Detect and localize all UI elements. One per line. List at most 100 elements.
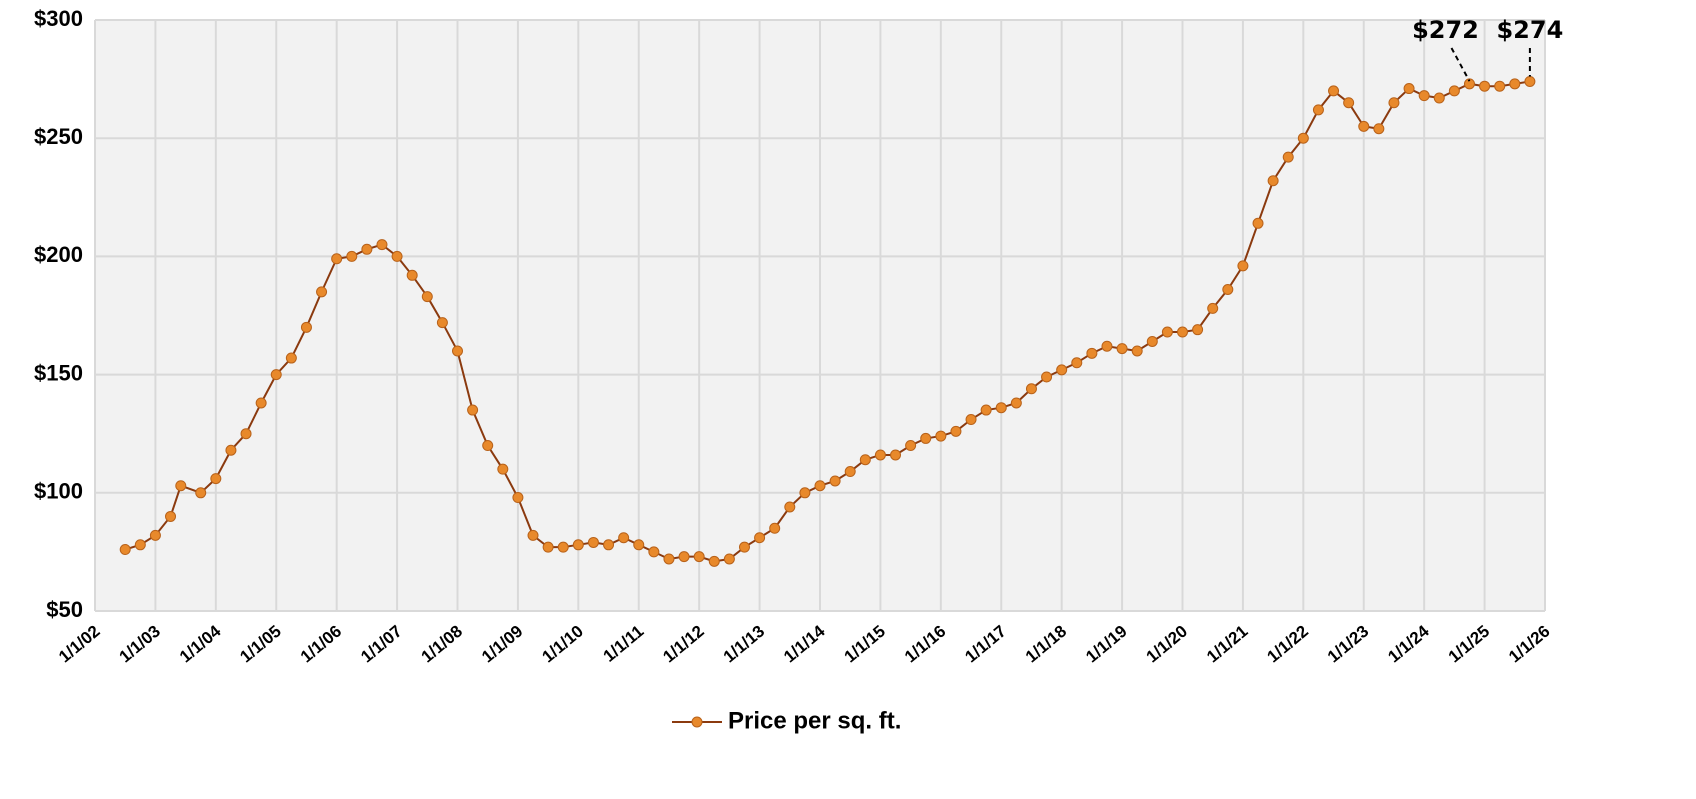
data-point [210, 473, 222, 485]
data-point [874, 449, 886, 461]
data-point [784, 501, 796, 513]
annotation: $274 [1496, 16, 1563, 44]
legend-marker [691, 716, 703, 728]
data-point [542, 541, 554, 553]
data-point [618, 532, 630, 544]
x-tick-label: 1/1/16 [901, 622, 949, 667]
x-tick-label: 1/1/13 [720, 622, 768, 667]
x-tick-label: 1/1/06 [297, 622, 345, 667]
data-point [240, 428, 252, 440]
data-point [1131, 345, 1143, 357]
data-point [1388, 97, 1400, 109]
x-tick-label: 1/1/02 [55, 622, 103, 667]
data-point [920, 432, 932, 444]
annotation: $272 [1412, 16, 1479, 44]
data-point [829, 475, 841, 487]
data-point [175, 480, 187, 492]
data-point [678, 551, 690, 563]
data-point [165, 510, 177, 522]
x-tick-label: 1/1/18 [1022, 622, 1070, 667]
x-tick-label: 1/1/08 [418, 622, 466, 667]
data-point [361, 243, 373, 255]
data-point [391, 250, 403, 262]
data-point [754, 532, 766, 544]
data-point [1463, 78, 1475, 90]
data-point [603, 539, 615, 551]
data-point [769, 522, 781, 534]
data-point [1041, 371, 1053, 383]
x-tick-label: 1/1/23 [1324, 622, 1372, 667]
data-point [738, 541, 750, 553]
x-tick-label: 1/1/11 [600, 622, 648, 666]
data-point [1297, 132, 1309, 144]
data-point [1010, 397, 1022, 409]
data-point [1177, 326, 1188, 338]
data-point [1237, 260, 1249, 272]
data-point [1358, 120, 1370, 132]
data-point [1101, 340, 1113, 352]
data-point [723, 553, 735, 565]
data-point [1222, 283, 1234, 295]
data-point [1433, 92, 1445, 104]
y-tick-label: $150 [34, 360, 83, 385]
x-tick-label: 1/1/25 [1445, 622, 1493, 667]
data-point [195, 487, 207, 499]
data-point [376, 239, 388, 251]
data-point [557, 541, 569, 553]
data-point [1524, 75, 1536, 87]
data-point [1267, 175, 1279, 187]
x-tick-label: 1/1/04 [176, 621, 225, 666]
data-point [270, 369, 282, 381]
data-point [1343, 97, 1355, 109]
data-point [814, 480, 826, 492]
x-tick-label: 1/1/26 [1505, 622, 1553, 667]
data-point [316, 286, 328, 298]
legend-label: Price per sq. ft. [728, 707, 901, 734]
x-tick-label: 1/1/15 [841, 622, 889, 667]
y-tick-label: $100 [34, 479, 83, 504]
x-tick-label: 1/1/03 [116, 622, 164, 667]
data-point [436, 317, 448, 329]
x-tick-label: 1/1/17 [961, 622, 1009, 667]
data-point [119, 544, 131, 556]
data-point [1071, 357, 1083, 369]
data-point [980, 404, 992, 416]
y-tick-label: $50 [46, 597, 83, 622]
data-point [1116, 343, 1128, 355]
data-point [663, 553, 675, 565]
x-tick-label: 1/1/12 [659, 622, 707, 667]
x-tick-label: 1/1/10 [538, 622, 586, 667]
data-point [587, 536, 599, 548]
data-point [1056, 364, 1068, 376]
data-point [572, 539, 584, 551]
data-point [1192, 324, 1204, 336]
data-point [950, 425, 962, 437]
data-point [905, 440, 917, 452]
data-point [1494, 80, 1506, 92]
data-point [527, 529, 539, 541]
data-point [452, 345, 463, 357]
data-point [331, 253, 343, 265]
x-tick-label: 1/1/05 [236, 622, 284, 667]
data-point [255, 397, 267, 409]
data-point [708, 555, 720, 567]
y-tick-label: $250 [34, 124, 83, 149]
data-point [1448, 85, 1460, 97]
x-tick-label: 1/1/21 [1203, 622, 1251, 667]
data-point [1252, 217, 1264, 229]
data-point [633, 539, 645, 551]
x-tick-label: 1/1/19 [1082, 622, 1130, 667]
data-point [890, 449, 902, 461]
data-point [1312, 104, 1324, 116]
data-point [285, 352, 297, 364]
data-point [648, 546, 660, 558]
data-point [1282, 151, 1294, 163]
price-line [124, 80, 1531, 563]
y-tick-label: $200 [34, 242, 83, 267]
data-point [1403, 83, 1415, 95]
data-point [844, 466, 856, 478]
data-point [421, 291, 433, 303]
data-point [497, 463, 509, 475]
data-point [149, 529, 161, 541]
x-tick-label: 1/1/07 [357, 622, 405, 667]
